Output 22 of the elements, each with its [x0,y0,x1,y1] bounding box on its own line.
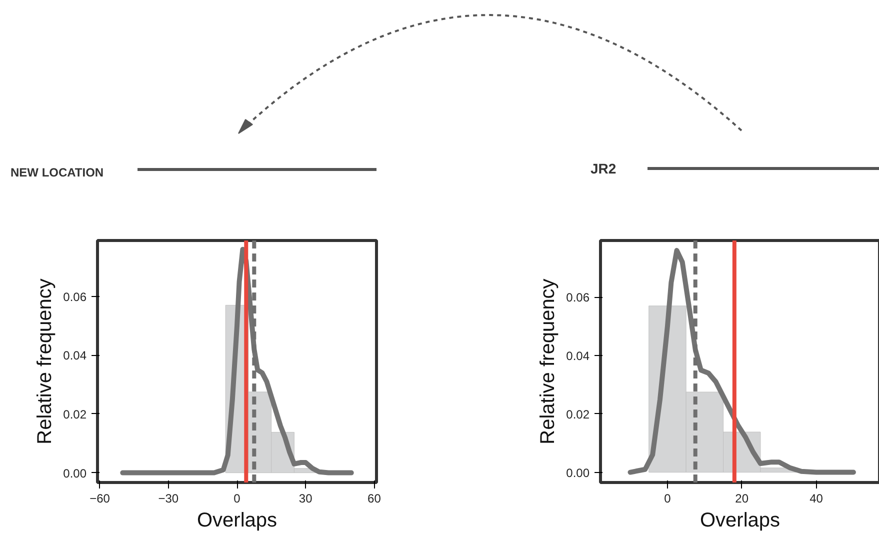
y-axis-title: Relative frequency [34,278,56,444]
text: NEW LOCATION [10,166,104,180]
x-tick-label: 0 [234,492,241,506]
y-tick-label: 0.04 [63,348,87,363]
x-axis-title: Overlaps [196,510,278,532]
x-tick-label: 30 [298,492,313,506]
y-tick-label: 0.06 [63,290,87,304]
x-tick-label: 60 [368,492,382,506]
x-tick-label: −30 [158,492,179,506]
x-tick-label: 40 [810,492,824,506]
y-tick-label: 0.02 [566,407,590,422]
text: JR2 [590,160,616,176]
x-tick-label: 0 [664,492,672,506]
y-tick-label: 0.02 [63,407,87,422]
y-axis-title: Relative frequency [537,278,560,444]
y-tick-label: 0.04 [566,349,590,364]
x-tick-label: −60 [90,492,110,506]
y-tick-label: 0.00 [63,466,87,480]
y-tick-label: 0.06 [566,290,590,305]
x-axis-title: Overlaps [700,510,780,532]
y-tick-label: 0.00 [566,466,590,480]
x-tick-label: 20 [735,492,749,506]
